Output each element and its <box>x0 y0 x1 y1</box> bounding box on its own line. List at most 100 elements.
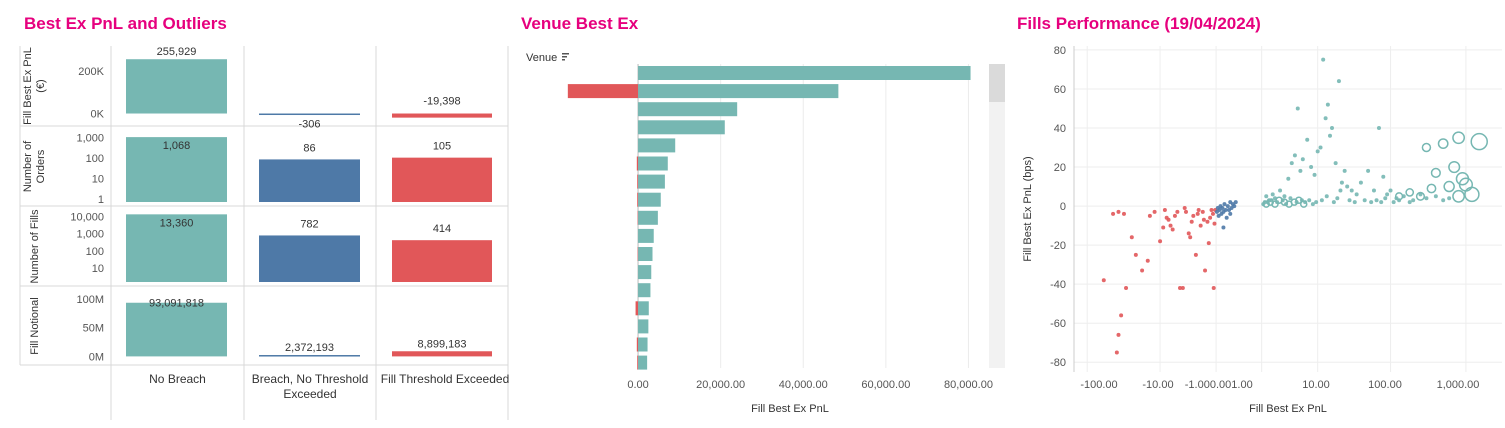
data-label-pnl-1: -306 <box>298 119 320 131</box>
scatter-ytick-7: 60 <box>1054 84 1066 96</box>
scatter-point-2-14 <box>1309 165 1314 170</box>
scatter-point-1-11 <box>1225 204 1230 209</box>
venue-bar-negative-16 <box>637 355 639 370</box>
scatter-point-3-14 <box>1394 192 1404 201</box>
scatter-xtick-1: -10.00 <box>1142 379 1173 391</box>
ytick-notional: 0M <box>89 351 104 363</box>
scatter-xtick-2: -1.000.00 <box>1185 379 1231 391</box>
scatter-point-0-20 <box>1180 286 1185 291</box>
scatter-point-2-32 <box>1371 188 1376 193</box>
row-ylabel-pnl: Fill Best Ex PnL(€) <box>22 47 47 125</box>
venue-bar-16 <box>638 355 648 370</box>
ytick-pnl: 200K <box>78 66 104 78</box>
ytick-orders: 1 <box>98 194 104 206</box>
scatter-point-2-64 <box>1352 200 1357 205</box>
scatter-point-3-9 <box>1464 186 1480 203</box>
category-label-line: No Breach <box>149 372 206 386</box>
scatter-point-2-12 <box>1300 157 1305 162</box>
scatter-point-2-29 <box>1354 192 1359 197</box>
venue-bar-0 <box>638 66 971 80</box>
data-label-fills-2: 414 <box>433 223 451 235</box>
venue-scrollbar-thumb[interactable] <box>989 64 1005 102</box>
scatter-point-2-7 <box>1286 176 1291 181</box>
row-ylabel-line: Orders <box>35 149 47 183</box>
venue-xtick-4: 80,000.00 <box>944 379 993 391</box>
scatter-ytick-8: 80 <box>1054 45 1066 57</box>
venue-axis-label[interactable]: Venue <box>526 52 557 64</box>
row-ylabel-fills: Number of Fills <box>29 209 41 283</box>
scatter-ylabel: Fill Best Ex PnL (bps) <box>1022 156 1034 261</box>
scatter-point-0-44 <box>1196 207 1201 212</box>
scatter-ytick-2: -40 <box>1050 279 1066 291</box>
scatter-point-2-21 <box>1327 133 1332 138</box>
scatter-point-2-27 <box>1345 184 1350 189</box>
scatter-point-2-63 <box>1347 198 1352 203</box>
venue-bar-negative-7 <box>637 192 639 207</box>
scatter-point-2-68 <box>1379 200 1384 205</box>
bar-orders-0 <box>126 137 227 202</box>
scatter-point-0-26 <box>1195 211 1200 216</box>
scatter-point-1-10 <box>1224 215 1229 220</box>
scatter-point-3-23 <box>1299 200 1308 208</box>
scatter-point-2-66 <box>1369 200 1374 205</box>
category-label-line: Exceeded <box>283 387 336 401</box>
row-ylabel-line: Fill Notional <box>29 297 41 354</box>
scatter-point-0-19 <box>1177 286 1182 291</box>
scatter-point-1-19 <box>1233 200 1238 205</box>
scatter-point-2-35 <box>1385 192 1390 197</box>
venue-bar-negative-13 <box>635 301 639 316</box>
scatter-point-2-41 <box>1424 196 1429 201</box>
scatter-point-0-29 <box>1203 268 1208 273</box>
ytick-orders: 1,000 <box>76 133 104 145</box>
fills-performance-chart: -80 -60 -40 -20 0 20 40 60 80 -100.00 -10.00 -1.000… <box>1022 45 1502 415</box>
bar-notional-0 <box>126 302 227 357</box>
scatter-point-2-65 <box>1362 198 1367 203</box>
scatter-ytick-1: -60 <box>1050 318 1066 330</box>
scatter-point-0-0 <box>1101 278 1106 283</box>
scatter-point-0-5 <box>1111 211 1116 216</box>
scatter-point-3-7 <box>1430 167 1441 178</box>
scatter-point-2-17 <box>1318 145 1323 150</box>
data-label-orders-0: 1,068 <box>163 140 191 152</box>
venue-xtick-1: 20,000.00 <box>696 379 745 391</box>
ytick-fills: 10 <box>92 263 104 275</box>
scatter-ytick-5: 20 <box>1054 162 1066 174</box>
scatter-point-2-9 <box>1292 153 1297 158</box>
scatter-point-3-12 <box>1415 191 1426 201</box>
scatter-point-0-17 <box>1168 223 1173 228</box>
venue-sort-icon[interactable] <box>562 53 569 61</box>
category-label-0: No Breach <box>149 372 206 386</box>
scatter-point-0-34 <box>1210 211 1215 216</box>
scatter-point-0-2 <box>1116 332 1121 337</box>
scatter-point-2-44 <box>1447 196 1452 201</box>
venue-bar-negative-6 <box>637 174 639 189</box>
venue-bar-4 <box>638 138 676 153</box>
scatter-point-2-43 <box>1441 198 1446 203</box>
scatter-point-0-4 <box>1124 286 1129 291</box>
scatter-point-2-8 <box>1289 161 1294 166</box>
scatter-point-3-17 <box>1271 200 1279 208</box>
category-label-1: Breach, No Threshold Exceeded <box>252 372 369 401</box>
scatter-point-0-30 <box>1205 219 1210 224</box>
scatter-point-0-6 <box>1116 209 1121 214</box>
venue-bar-12 <box>638 283 651 298</box>
scatter-point-2-22 <box>1329 125 1334 130</box>
scatter-point-0-11 <box>1145 258 1150 263</box>
scatter-point-2-3 <box>1270 192 1275 197</box>
data-label-pnl-2: -19,398 <box>423 96 460 108</box>
scatter-xtick-0: -100.00 <box>1080 379 1117 391</box>
scatter-point-2-70 <box>1391 200 1396 205</box>
scatter-ytick-3: -20 <box>1050 240 1066 252</box>
scatter-point-0-18 <box>1172 213 1177 218</box>
scatter-xtick-4: 10.00 <box>1302 379 1330 391</box>
scatter-point-2-15 <box>1312 172 1317 177</box>
scatter-point-3-11 <box>1426 183 1437 194</box>
scatter-xtick-5: 100.00 <box>1368 379 1402 391</box>
bar-fills-1 <box>259 235 360 282</box>
bar-notional-1 <box>259 355 360 357</box>
scatter-point-0-21 <box>1183 209 1188 214</box>
row-ylabel-notional: Fill Notional <box>29 297 41 354</box>
venue-scrollbar[interactable] <box>989 64 1005 368</box>
scatter-point-2-25 <box>1339 180 1344 185</box>
data-label-fills-0: 13,360 <box>160 217 194 229</box>
